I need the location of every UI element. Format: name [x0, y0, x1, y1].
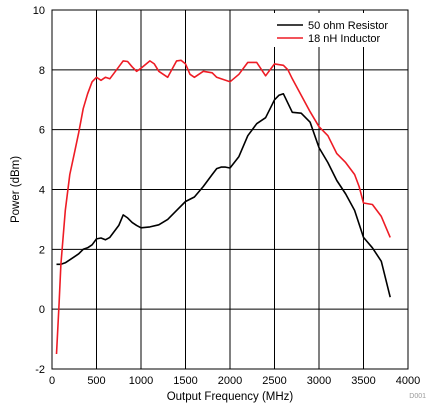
- x-tick-label: 500: [87, 375, 105, 387]
- x-tick-label: 3500: [351, 375, 375, 387]
- y-tick-labels: -2 0 2 4 6 8 10: [33, 5, 45, 376]
- legend-label-18-nh-inductor: 18 nH Inductor: [308, 33, 380, 45]
- series-line-18-nh-inductor: [55, 59, 391, 355]
- x-tick-label: 4000: [396, 375, 420, 387]
- figure-id-footnote: D001: [409, 393, 426, 400]
- x-tick-labels: 0 500 1000 1500 2000 2500 3000 3500 4000: [49, 375, 420, 387]
- series-lines: [55, 59, 391, 355]
- x-tick-label: 3000: [307, 375, 331, 387]
- gridlines: [51, 9, 409, 370]
- series-line-50-ohm-resistor: [56, 93, 391, 298]
- y-tick-label: 0: [39, 304, 45, 316]
- legend-box: [272, 13, 406, 47]
- x-axis-label: Output Frequency (MHz): [167, 391, 294, 403]
- y-tick-label: -2: [35, 364, 45, 376]
- y-tick-label: 2: [39, 244, 45, 256]
- x-tick-label: 0: [49, 375, 55, 387]
- x-tick-label: 1000: [129, 375, 153, 387]
- y-tick-label: 4: [39, 185, 45, 197]
- legend-label-50-ohm-resistor: 50 ohm Resistor: [308, 20, 388, 32]
- x-tick-label: 2000: [218, 375, 242, 387]
- legend: 50 ohm Resistor 18 nH Inductor: [272, 13, 406, 47]
- y-tick-label: 6: [39, 125, 45, 137]
- y-tick-label: 10: [33, 5, 45, 17]
- y-axis-label: Power (dBm): [10, 156, 22, 223]
- x-tick-label: 1500: [173, 375, 197, 387]
- y-tick-label: 8: [39, 65, 45, 77]
- plot-frame: [51, 9, 409, 370]
- x-tick-label: 2500: [262, 375, 286, 387]
